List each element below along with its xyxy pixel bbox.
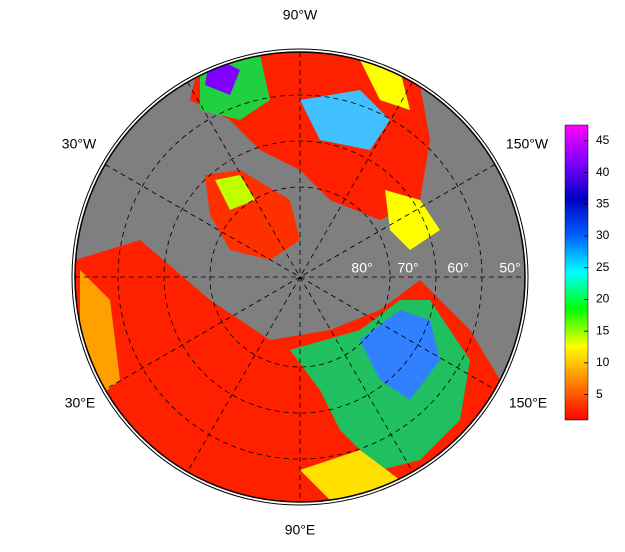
longitude-label: 90°W [283,7,318,23]
colorbar-tick-label: 15 [596,323,610,337]
colorbar-tick-label: 10 [596,355,610,369]
longitude-label: 150°E [509,395,547,411]
land-data [75,52,500,502]
colorbar-tick-label: 35 [596,196,610,210]
longitude-label: 150°W [506,136,549,152]
colorbar-tick-label: 40 [596,165,610,179]
longitude-label: 30°W [62,136,97,152]
latitude-label: 70° [397,260,418,276]
longitude-label: 30°E [65,395,96,411]
colorbar-tick-label: 30 [596,228,610,242]
map-frame [71,48,529,506]
meridian [104,164,496,390]
colorbar-tick-label: 5 [596,387,603,401]
longitude-label: 90°E [285,522,316,538]
colorbar-tick-label: 25 [596,260,610,274]
latitude-label: 60° [447,260,468,276]
colorbar: 5 10 15 20 25 30 35 40 45 [564,124,610,421]
map-border [74,51,526,503]
colorbar-scale [564,124,589,421]
colorbar-tick-label: 20 [596,292,610,306]
latitude-label: 80° [351,260,372,276]
colorbar-tick-label: 45 [596,133,610,147]
latitude-label: 50° [499,260,520,276]
graticule [75,52,525,502]
